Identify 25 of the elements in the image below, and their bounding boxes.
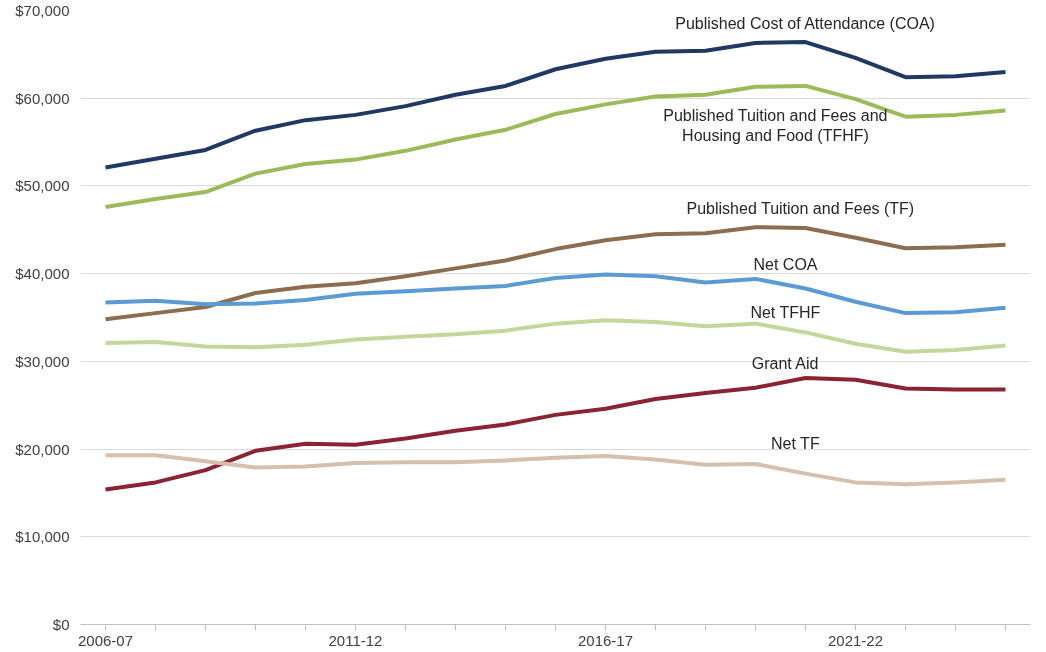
y-tick-label: $40,000 xyxy=(15,265,70,283)
series-label: Published Tuition and Fees (TF) xyxy=(686,200,915,218)
line-series xyxy=(103,272,1008,316)
y-tick-label: $30,000 xyxy=(15,352,70,370)
series-label: Published Cost of Attendance (COA) xyxy=(675,15,935,33)
y-tick-label: $60,000 xyxy=(15,89,70,107)
series-label: Net COA xyxy=(753,256,818,274)
y-tick-label: $50,000 xyxy=(15,177,70,195)
line-series xyxy=(103,376,1008,492)
y-tick-label: $70,000 xyxy=(15,2,70,19)
series-label: Grant Aid xyxy=(751,354,819,372)
line-series xyxy=(103,225,1008,322)
line-series xyxy=(103,40,1008,170)
x-tick-label: 2021-22 xyxy=(827,631,884,649)
y-tick-label: $0 xyxy=(52,616,70,633)
y-tick-label: $10,000 xyxy=(15,528,70,546)
x-tick-label: 2011-12 xyxy=(328,631,383,649)
series-label: Net TFHF xyxy=(750,303,821,321)
line-series xyxy=(103,453,1008,487)
series-label: Net TF xyxy=(771,435,820,453)
series-label: Published Tuition and Fees and Housing and Food (TFHF) xyxy=(663,106,888,145)
y-tick-label: $20,000 xyxy=(15,440,70,458)
x-tick-label: 2016-17 xyxy=(577,631,634,649)
line-series xyxy=(103,318,1008,354)
x-tick-label: 2006-07 xyxy=(77,631,134,649)
